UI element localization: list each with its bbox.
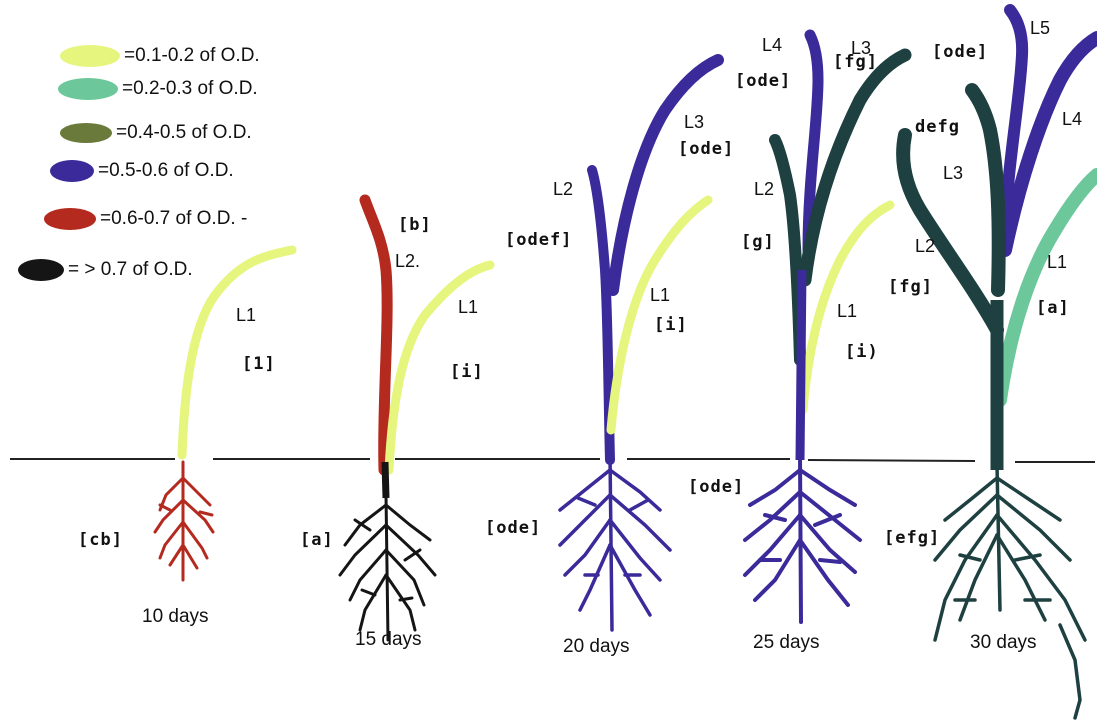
plant-30-days <box>896 4 1097 720</box>
leaf-l1 <box>993 168 1097 407</box>
legend-swatch-yellow <box>60 45 120 67</box>
legend-item-2: =0.2-0.3 of O.D. <box>58 78 258 100</box>
leaf-code-l2: [odef] <box>505 230 573 250</box>
leaf-l4 <box>802 29 824 256</box>
root-code: [a] <box>300 530 334 550</box>
leaf-code-l2: [fg] <box>888 277 933 297</box>
leaf-code-l5: [ode] <box>932 42 989 62</box>
legend-item-5: =0.6-0.7 of O.D. - <box>44 208 247 230</box>
leaf-l2 <box>896 128 1004 337</box>
legend-item-4: =0.5-0.6 of O.D. <box>50 160 234 182</box>
leaf-l1 <box>606 195 713 435</box>
stem-base <box>381 461 390 499</box>
leaf-label-l1: L1 <box>837 301 858 321</box>
root-code: [ode] <box>485 518 542 538</box>
root-system <box>933 463 1087 720</box>
day-label: 20 days <box>563 636 630 657</box>
leaf-code-l1: [1] <box>242 354 276 374</box>
leaf-l3 <box>607 54 724 296</box>
root-system <box>338 493 437 642</box>
leaf-l3 <box>798 48 912 287</box>
leaf-code-l2: [g] <box>741 232 775 252</box>
legend-item-1: =0.1-0.2 of O.D. <box>60 45 260 67</box>
leaf-label-l5: L5 <box>1030 18 1051 38</box>
root-system <box>743 453 862 624</box>
day-label: 15 days <box>355 629 422 650</box>
root-code: [ode] <box>688 477 745 497</box>
plant-25-days <box>743 29 912 624</box>
root-system <box>153 460 215 582</box>
leaf-code-l4: [ode] <box>735 71 792 91</box>
legend-label: =0.2-0.3 of O.D. <box>122 78 258 99</box>
stem <box>795 269 807 461</box>
leaf-label-l1: L1 <box>236 305 257 325</box>
leaf-l2 <box>359 194 393 476</box>
leaf-code-l1: [i] <box>450 362 484 382</box>
plant-10-days <box>153 245 297 582</box>
leaf-code-l1: [i) <box>845 342 879 362</box>
leaf-code-l3: defg <box>915 117 960 137</box>
plant-20-days <box>558 54 724 632</box>
leaf-l1 <box>798 200 895 415</box>
legend-label: =0.5-0.6 of O.D. <box>98 160 234 181</box>
leaf-code-l1: [i] <box>654 315 688 335</box>
legend-swatch-green <box>58 78 118 100</box>
leaf-label-l1: L1 <box>458 297 479 317</box>
root-code: [cb] <box>78 530 123 550</box>
legend-label: =0.1-0.2 of O.D. <box>124 45 260 66</box>
leaf-l4 <box>998 31 1097 257</box>
day-label: 30 days <box>970 632 1037 653</box>
plant-15-days <box>338 194 495 642</box>
root-code: [efg] <box>884 528 941 548</box>
root-system <box>558 453 672 632</box>
leaf-l3-defg <box>965 83 1006 297</box>
leaf-label-l1: L1 <box>650 285 671 305</box>
leaf-l2 <box>587 165 615 465</box>
legend-item-6: = > 0.7 of O.D. <box>18 259 193 281</box>
legend-swatch-purple <box>50 160 94 182</box>
leaf-code-l3: [ode] <box>678 139 735 159</box>
day-label: 25 days <box>753 632 820 653</box>
leaf-label-l3: L3 <box>943 163 964 183</box>
leaf-label-l2: L2 <box>915 236 936 256</box>
leaf-l1 <box>177 245 297 460</box>
legend-label: =0.4-0.5 of O.D. <box>116 122 252 143</box>
leaf-l2 <box>769 134 806 366</box>
legend-swatch-red <box>44 208 96 230</box>
leaf-label-l2: L2. <box>395 251 421 271</box>
leaf-code-l2: [b] <box>398 215 432 235</box>
leaf-l5 <box>999 4 1029 236</box>
legend-swatch-black <box>18 259 64 281</box>
leaf-l1 <box>384 260 495 475</box>
soil-line <box>10 458 1095 463</box>
leaf-label-l3: L3 <box>684 112 705 132</box>
leaf-label-l2: L2 <box>553 179 574 199</box>
legend-swatch-olive <box>60 123 112 143</box>
leaf-label-l2: L2 <box>754 179 775 199</box>
day-label: 10 days <box>142 606 209 627</box>
leaf-code-l3: [fg] <box>833 52 878 72</box>
legend-item-3: =0.4-0.5 of O.D. <box>60 122 252 144</box>
legend-label: =0.6-0.7 of O.D. - <box>100 208 248 229</box>
leaf-label-l4: L4 <box>762 35 783 55</box>
legend-label: = > 0.7 of O.D. <box>68 259 193 280</box>
leaf-code-l1: [a] <box>1036 298 1070 318</box>
leaf-label-l3: L3 <box>851 38 872 58</box>
leaf-label-l4: L4 <box>1062 109 1083 129</box>
leaf-label-l1: L1 <box>1047 252 1068 272</box>
